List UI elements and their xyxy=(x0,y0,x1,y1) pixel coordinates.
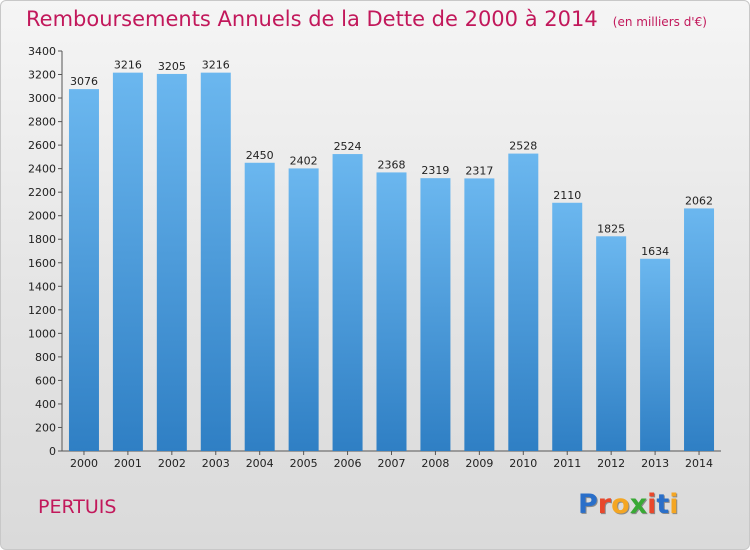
y-tick-label: 2600 xyxy=(28,139,56,152)
y-tick-label: 1600 xyxy=(28,257,56,270)
bar-2004 xyxy=(244,162,275,451)
x-tick-label: 2002 xyxy=(158,457,186,470)
data-label: 2317 xyxy=(465,164,493,177)
y-tick-label: 3400 xyxy=(28,45,56,58)
bar-2008 xyxy=(420,178,451,452)
bar-2003 xyxy=(200,72,231,451)
data-label: 2402 xyxy=(290,154,318,167)
logo-letter: i xyxy=(647,489,657,520)
logo-letter: P xyxy=(578,489,598,520)
bar-2007 xyxy=(376,172,407,452)
logo-letter: x xyxy=(629,489,648,520)
y-tick-label: 2400 xyxy=(28,163,56,176)
x-tick-label: 2007 xyxy=(378,457,406,470)
x-tick-label: 2006 xyxy=(334,457,362,470)
commune-name: PERTUIS xyxy=(38,496,117,518)
bar-2000 xyxy=(68,89,99,451)
y-tick-label: 200 xyxy=(35,421,56,434)
x-tick-label: 2009 xyxy=(465,457,493,470)
data-label: 1825 xyxy=(597,222,625,235)
chart-title: Remboursements Annuels de la Dette de 20… xyxy=(26,7,598,31)
proxiti-logo: Proxiti xyxy=(578,489,679,520)
x-axis: 2000 2001 2002 2003 2004 2005 2006 2007 2008 2009… xyxy=(62,450,721,470)
chart-subtitle: (en milliers d'€) xyxy=(612,15,707,29)
y-tick-label: 1400 xyxy=(28,280,56,293)
y-tick-label: 2800 xyxy=(28,116,56,129)
y-tick-label: 1000 xyxy=(28,327,56,340)
x-tick-label: 2001 xyxy=(114,457,142,470)
bar-2001 xyxy=(112,72,143,451)
y-tick-label: 400 xyxy=(35,398,56,411)
x-tick-label: 2012 xyxy=(597,457,625,470)
data-label: 2319 xyxy=(421,164,449,177)
x-tick-label: 2004 xyxy=(246,457,274,470)
y-tick-label: 3200 xyxy=(28,69,56,82)
y-axis: 0 200 400 600 800 1000 1200 1400 1600 1800 2000 220… xyxy=(28,45,63,458)
x-tick-label: 2003 xyxy=(202,457,230,470)
x-tick-label: 2013 xyxy=(641,457,669,470)
data-label: 1634 xyxy=(641,245,669,258)
y-tick-label: 0 xyxy=(49,445,56,458)
bar-2005 xyxy=(288,168,319,452)
x-tick-label: 2011 xyxy=(553,457,581,470)
y-tick-label: 2000 xyxy=(28,210,56,223)
bars xyxy=(68,72,715,452)
data-label: 2110 xyxy=(553,189,581,202)
data-labels: 3076 3216 3205 3216 2450 2402 2524 2368 2319 2317… xyxy=(70,59,713,258)
x-tick-label: 2014 xyxy=(685,457,713,470)
x-tick-label: 2008 xyxy=(421,457,449,470)
data-label: 2528 xyxy=(509,140,537,153)
data-label: 3205 xyxy=(158,60,186,73)
y-tick-label: 1800 xyxy=(28,233,56,246)
data-label: 3216 xyxy=(202,59,230,72)
logo-letter: i xyxy=(669,489,679,520)
bar-2011 xyxy=(552,202,583,451)
data-label: 2450 xyxy=(246,149,274,162)
data-label: 2368 xyxy=(378,158,406,171)
bar-2014 xyxy=(684,208,715,451)
data-label: 3076 xyxy=(70,75,98,88)
bar-2010 xyxy=(508,153,539,451)
bar-2002 xyxy=(156,73,187,452)
x-tick-label: 2010 xyxy=(509,457,537,470)
bar-2013 xyxy=(640,258,671,451)
y-tick-label: 1200 xyxy=(28,304,56,317)
bar-2012 xyxy=(596,236,627,451)
data-label: 3216 xyxy=(114,59,142,72)
logo-letter: t xyxy=(656,489,670,520)
y-tick-label: 800 xyxy=(35,351,56,364)
data-label: 2524 xyxy=(334,140,362,153)
y-tick-label: 3000 xyxy=(28,92,56,105)
logo-letter: r xyxy=(597,489,612,520)
bar-2009 xyxy=(464,178,495,452)
logo-letter: o xyxy=(611,489,630,520)
title-row: Remboursements Annuels de la Dette de 20… xyxy=(26,7,707,31)
bar-2006 xyxy=(332,154,363,451)
x-tick-label: 2005 xyxy=(290,457,318,470)
y-tick-label: 2200 xyxy=(28,186,56,199)
y-tick-label: 600 xyxy=(35,374,56,387)
x-tick-label: 2000 xyxy=(70,457,98,470)
data-label: 2062 xyxy=(685,194,713,207)
